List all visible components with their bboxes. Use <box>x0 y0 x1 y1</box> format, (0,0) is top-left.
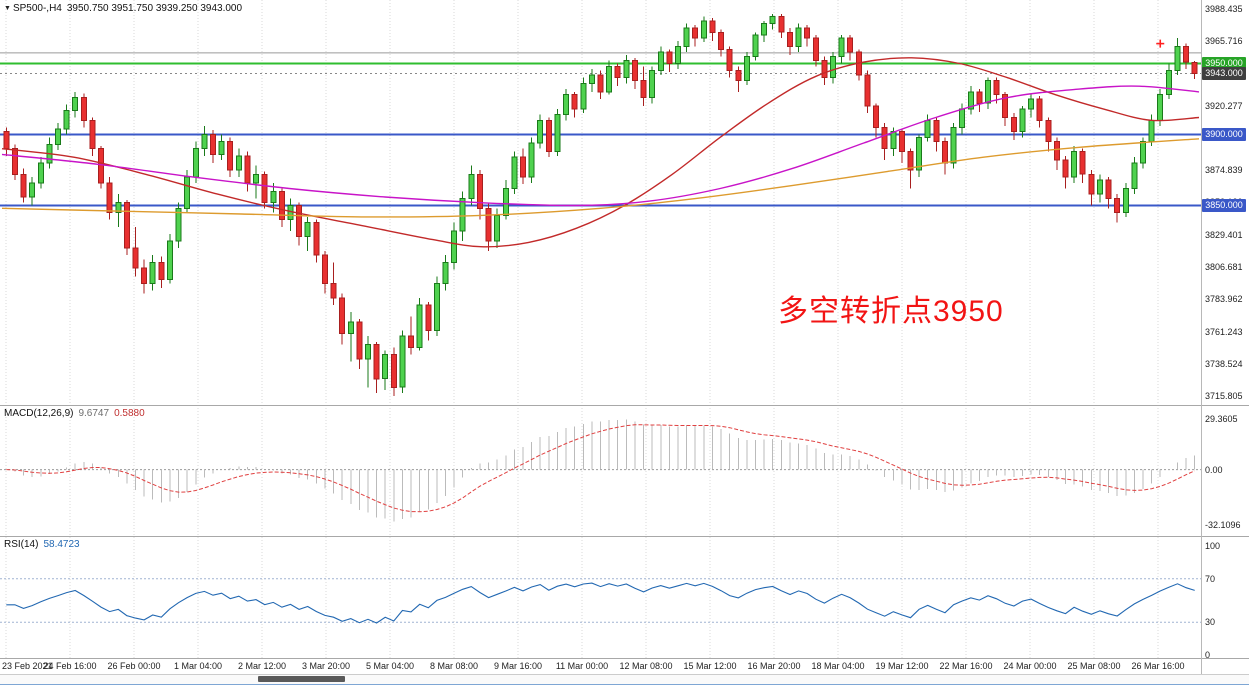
symbol-period-label: SP500-,H4 <box>12 3 62 14</box>
price-axis[interactable] <box>1201 0 1249 674</box>
chart-title: ▼ SP500-,H4 3950.750 3951.750 3939.250 394… <box>4 3 242 14</box>
rsi-value: 58.4723 <box>43 539 80 550</box>
rsi-name: RSI(14) <box>4 539 39 550</box>
ohlc-values: 3950.750 3951.750 3939.250 3943.000 <box>66 3 243 14</box>
time-axis[interactable] <box>0 659 1201 674</box>
scrollbar-thumb[interactable] <box>258 676 345 682</box>
macd-main-value: 9.6747 <box>78 408 110 419</box>
macd-signal-value: 0.5880 <box>114 408 145 419</box>
horizontal-scrollbar[interactable] <box>0 675 1249 684</box>
macd-name: MACD(12,26,9) <box>4 408 74 419</box>
rsi-indicator-label: RSI(14) 58.4723 <box>4 539 80 550</box>
macd-indicator-label: MACD(12,26,9) 9.6747 0.5880 <box>4 408 145 419</box>
collapse-icon[interactable]: ▼ <box>4 5 11 12</box>
annotation-text: 多空转折点3950 <box>778 295 1004 328</box>
